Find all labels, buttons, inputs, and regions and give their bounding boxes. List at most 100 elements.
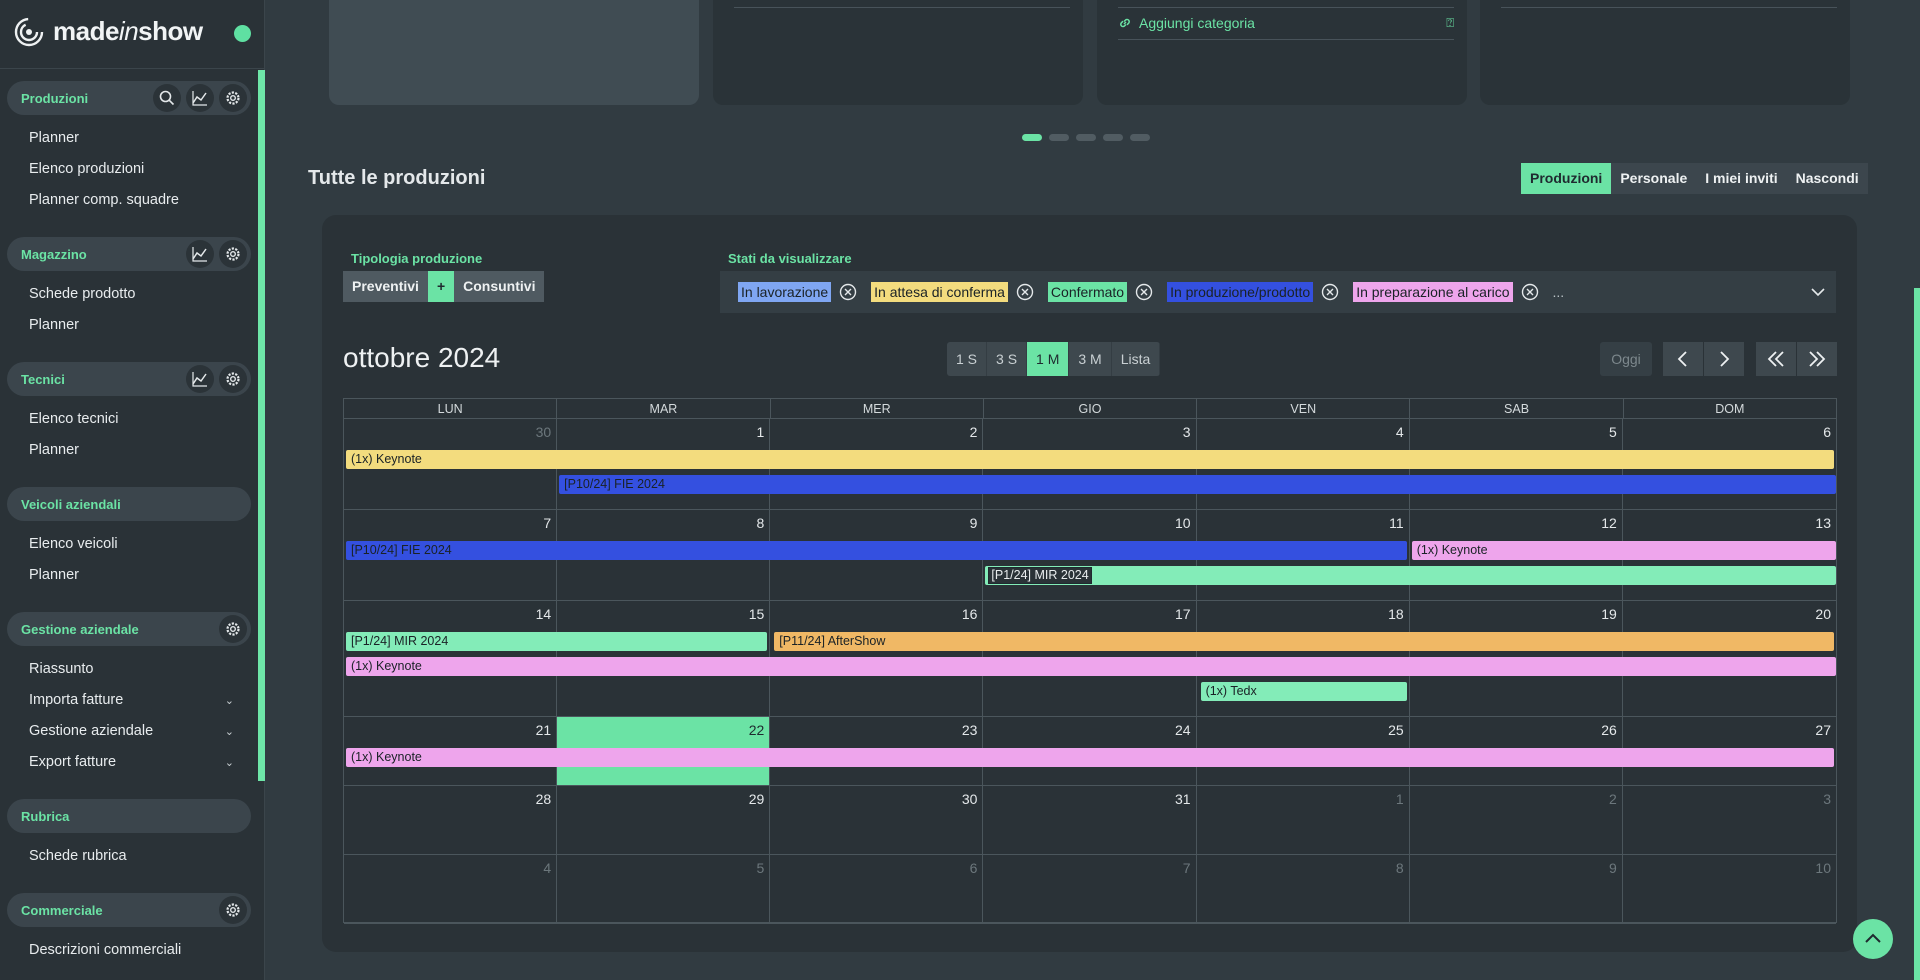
remove-chip-icon[interactable]: [1521, 283, 1539, 301]
chevron-down-icon[interactable]: [1810, 284, 1826, 300]
carousel-dot[interactable]: [1049, 134, 1069, 141]
carousel-card[interactable]: [329, 0, 699, 105]
calendar-event[interactable]: [P11/24] AfterShow: [774, 632, 1834, 651]
calendar-day[interactable]: 3: [1623, 786, 1836, 854]
tab-miei-inviti[interactable]: I miei inviti: [1705, 170, 1778, 186]
calendar-event[interactable]: (1x) Keynote: [346, 450, 1834, 469]
section-gestione-aziendale[interactable]: Gestione aziendale: [7, 612, 251, 646]
calendar-day[interactable]: 30: [770, 786, 984, 854]
prev-year-button[interactable]: [1756, 342, 1796, 376]
chart-icon[interactable]: [186, 84, 214, 112]
calendar-day[interactable]: 9: [1410, 855, 1623, 923]
calendar-day[interactable]: 6: [1623, 419, 1836, 509]
calendar-day[interactable]: 29: [557, 786, 771, 854]
calendar-event[interactable]: [P10/24] FIE 2024: [346, 541, 1407, 560]
nav-schede-rubrica[interactable]: Schede rubrica: [29, 848, 234, 864]
nav-planner-comp-squadre[interactable]: Planner comp. squadre: [29, 192, 234, 208]
gear-icon[interactable]: [219, 365, 247, 393]
gear-icon[interactable]: [219, 896, 247, 924]
search-icon[interactable]: [153, 84, 181, 112]
calendar-day[interactable]: 5: [557, 855, 771, 923]
chart-icon[interactable]: [186, 240, 214, 268]
nav-gestione-aziendale[interactable]: Gestione aziendale ⌄: [29, 723, 234, 739]
nav-planner-magazzino[interactable]: Planner: [29, 317, 234, 333]
gear-icon[interactable]: [219, 84, 247, 112]
nav-elenco-produzioni[interactable]: Elenco produzioni: [29, 161, 234, 177]
calendar-day[interactable]: 13: [1623, 510, 1836, 600]
carousel-card[interactable]: [1480, 0, 1850, 105]
calendar-day[interactable]: 7: [983, 855, 1197, 923]
calendar-day[interactable]: 6: [770, 855, 984, 923]
nav-importa-fatture[interactable]: Importa fatture ⌄: [29, 692, 234, 708]
prev-button[interactable]: [1663, 342, 1703, 376]
calendar-event[interactable]: [P1/24] MIR 2024: [985, 566, 1836, 585]
calendar-day[interactable]: 20: [1623, 601, 1836, 716]
carousel-dot[interactable]: [1076, 134, 1096, 141]
scroll-to-top-button[interactable]: [1853, 919, 1893, 959]
section-produzioni[interactable]: Produzioni: [7, 81, 251, 115]
carousel-card[interactable]: Aggiungi categoria ⍰: [1097, 0, 1467, 105]
carousel-dot[interactable]: [1022, 134, 1042, 141]
plus-button[interactable]: +: [427, 271, 455, 302]
consuntivi-button[interactable]: Consuntivi: [454, 271, 545, 302]
calendar-event[interactable]: (1x) Tedx: [1200, 682, 1407, 701]
range-1-week[interactable]: 1 S: [947, 342, 988, 376]
calendar-day[interactable]: 31: [983, 786, 1197, 854]
tab-personale[interactable]: Personale: [1620, 170, 1688, 186]
calendar-day[interactable]: 28: [344, 786, 558, 854]
remove-chip-icon[interactable]: [839, 283, 857, 301]
help-icon[interactable]: ⍰: [1446, 15, 1454, 30]
remove-chip-icon[interactable]: [1016, 283, 1034, 301]
tab-nascondi[interactable]: Nascondi: [1795, 170, 1859, 186]
nav-elenco-tecnici[interactable]: Elenco tecnici: [29, 411, 234, 427]
calendar-day[interactable]: 11: [1197, 510, 1410, 600]
carousel-dot[interactable]: [1130, 134, 1150, 141]
calendar-day[interactable]: 10: [1623, 855, 1836, 923]
double-chevron-right-icon: [1809, 351, 1826, 367]
range-list[interactable]: Lista: [1112, 342, 1161, 376]
chart-icon[interactable]: [186, 365, 214, 393]
logo[interactable]: madeinshow: [14, 16, 203, 47]
remove-chip-icon[interactable]: [1321, 283, 1339, 301]
carousel-card[interactable]: [713, 0, 1083, 105]
range-1-month[interactable]: 1 M: [1027, 342, 1070, 376]
calendar-day[interactable]: 4: [344, 855, 558, 923]
gear-icon[interactable]: [219, 615, 247, 643]
preventivi-button[interactable]: Preventivi: [343, 271, 428, 302]
page-scrollbar[interactable]: [1914, 288, 1920, 980]
calendar-day[interactable]: 27: [1623, 717, 1836, 785]
calendar-event[interactable]: (1x) Keynote: [346, 748, 1834, 767]
add-category-link[interactable]: Aggiungi categoria ⍰: [1118, 15, 1454, 31]
range-3-weeks[interactable]: 3 S: [987, 342, 1028, 376]
calendar-event[interactable]: (1x) Keynote: [346, 657, 1836, 676]
range-3-months[interactable]: 3 M: [1069, 342, 1112, 376]
section-veicoli-aziendali[interactable]: Veicoli aziendali: [7, 487, 251, 521]
next-year-button[interactable]: [1797, 342, 1837, 376]
tab-produzioni[interactable]: Produzioni: [1521, 163, 1612, 194]
nav-descrizioni-commerciali[interactable]: Descrizioni commerciali: [29, 942, 234, 958]
nav-planner-veicoli[interactable]: Planner: [29, 567, 234, 583]
nav-planner-produzioni[interactable]: Planner: [29, 130, 234, 146]
calendar-day[interactable]: 8: [1197, 855, 1410, 923]
nav-riassunto[interactable]: Riassunto: [29, 661, 234, 677]
remove-chip-icon[interactable]: [1135, 283, 1153, 301]
nav-elenco-veicoli[interactable]: Elenco veicoli: [29, 536, 234, 552]
nav-export-fatture[interactable]: Export fatture ⌄: [29, 754, 234, 770]
sidebar-scroll-indicator[interactable]: [258, 70, 265, 781]
section-rubrica[interactable]: Rubrica: [7, 799, 251, 833]
section-tecnici[interactable]: Tecnici: [7, 362, 251, 396]
nav-planner-tecnici[interactable]: Planner: [29, 442, 234, 458]
section-commerciale[interactable]: Commerciale: [7, 893, 251, 927]
calendar-event[interactable]: [P10/24] FIE 2024: [559, 475, 1836, 494]
today-button[interactable]: Oggi: [1600, 342, 1652, 376]
gear-icon[interactable]: [219, 240, 247, 268]
calendar-day[interactable]: 2: [1410, 786, 1623, 854]
carousel-dot[interactable]: [1103, 134, 1123, 141]
stati-multiselect[interactable]: In lavorazione In attesa di conferma Con…: [720, 271, 1836, 313]
next-button[interactable]: [1704, 342, 1744, 376]
calendar-event[interactable]: [P1/24] MIR 2024: [346, 632, 768, 651]
calendar-day[interactable]: 1: [1197, 786, 1410, 854]
nav-schede-prodotto[interactable]: Schede prodotto: [29, 286, 234, 302]
section-magazzino[interactable]: Magazzino: [7, 237, 251, 271]
calendar-event[interactable]: (1x) Keynote: [1411, 541, 1836, 560]
